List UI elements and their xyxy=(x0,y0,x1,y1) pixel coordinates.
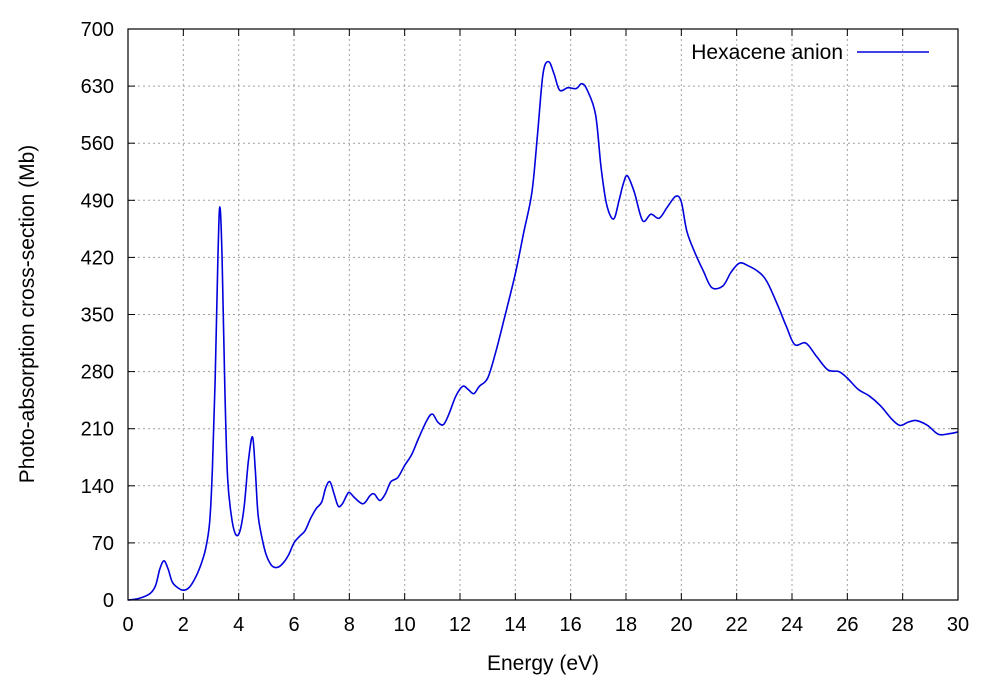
y-tick-label: 280 xyxy=(81,362,114,384)
x-tick-label: 26 xyxy=(836,614,858,636)
y-tick-label: 0 xyxy=(103,590,114,612)
x-tick-label: 4 xyxy=(233,614,244,636)
series-layer xyxy=(127,60,959,601)
x-tick-label: 30 xyxy=(947,614,969,636)
x-tick-label: 0 xyxy=(122,614,133,636)
x-tick-label: 10 xyxy=(394,614,416,636)
grid xyxy=(128,29,958,600)
x-tick-label: 6 xyxy=(288,614,299,636)
x-tick-label: 14 xyxy=(504,614,526,636)
y-tick-label: 700 xyxy=(81,19,114,41)
x-tick-label: 12 xyxy=(449,614,471,636)
x-tick-label: 28 xyxy=(892,614,914,636)
x-axis-title: Energy (eV) xyxy=(487,652,599,675)
y-tick-label: 210 xyxy=(81,419,114,441)
y-tick-label: 560 xyxy=(81,133,114,155)
y-tick-label: 140 xyxy=(81,476,114,498)
x-tick-label: 18 xyxy=(615,614,637,636)
x-tick-label: 2 xyxy=(178,614,189,636)
y-tick-label: 420 xyxy=(81,247,114,269)
plot-frame xyxy=(127,28,959,601)
legend: Hexacene anion xyxy=(691,41,929,64)
y-tick-labels: 0 70 140 210 280 350 420 490 560 630 700 xyxy=(81,19,114,612)
x-tick-label: 8 xyxy=(344,614,355,636)
x-tick-label: 20 xyxy=(670,614,692,636)
x-tick-label: 22 xyxy=(726,614,748,636)
y-tick-label: 350 xyxy=(81,305,114,327)
y-tick-label: 630 xyxy=(81,76,114,98)
x-tick-label: 16 xyxy=(560,614,582,636)
x-tick-labels: 0 2 4 6 8 10 12 14 16 18 20 22 24 26 28 30 xyxy=(122,614,969,636)
y-tick-label: 70 xyxy=(92,533,114,555)
y-axis-title: Photo-absorption cross-section (Mb) xyxy=(16,145,39,483)
x-tick-label: 24 xyxy=(781,614,803,636)
legend-label: Hexacene anion xyxy=(691,41,843,64)
series-line xyxy=(127,60,959,601)
y-tick-label: 490 xyxy=(81,190,114,212)
